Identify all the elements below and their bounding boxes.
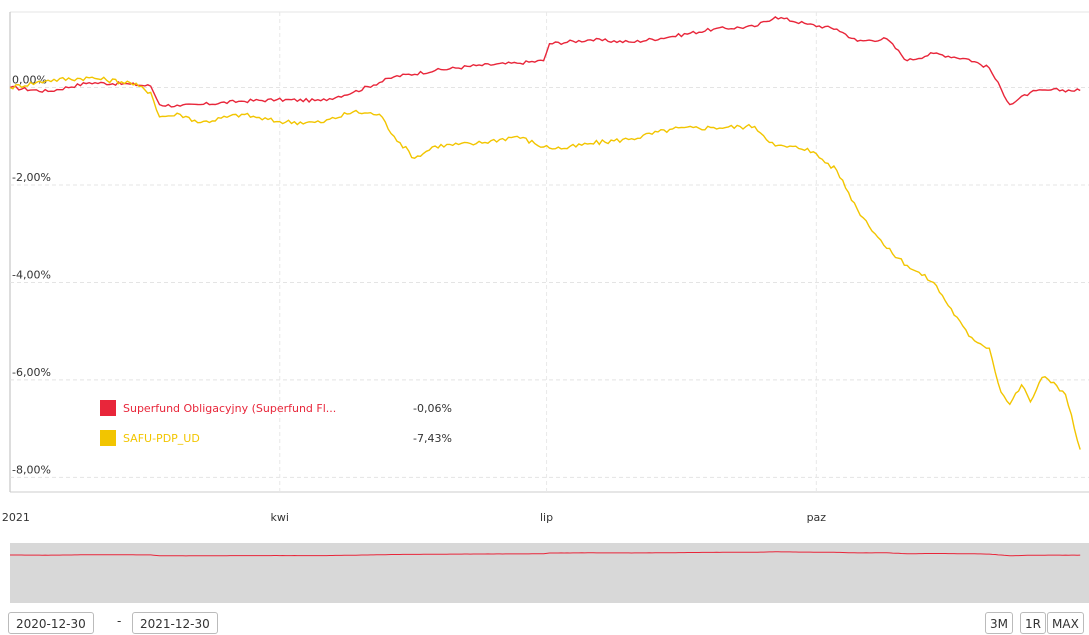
y-tick-label: -8,00% [12, 463, 51, 476]
legend-swatch-series-2 [100, 430, 116, 446]
x-tick-label: kwi [271, 511, 289, 524]
series-line-2 [9, 76, 1081, 450]
date-from-input[interactable]: 2020-12-30 [8, 612, 94, 634]
series-group [9, 16, 1081, 450]
x-tick-label: lip [540, 511, 553, 524]
series-line-1 [9, 16, 1081, 108]
navigator-line [10, 551, 1081, 557]
legend-label-series-1: Superfund Obligacyjny (Superfund Fl... [123, 401, 337, 415]
y-tick-label: -4,00% [12, 268, 51, 281]
date-range-separator: - [117, 614, 122, 628]
grid [10, 12, 1089, 492]
x-tick-label: paz [807, 511, 827, 524]
y-tick-label: -6,00% [12, 366, 51, 379]
legend-value-series-2: -7,43% [413, 431, 452, 445]
legend-value-series-1: -0,06% [413, 401, 452, 415]
range-button-max[interactable]: MAX [1047, 612, 1084, 634]
legend-item-series-2[interactable]: SAFU-PDP_UD -7,43% [100, 423, 452, 453]
legend-label-series-2: SAFU-PDP_UD [123, 431, 200, 445]
y-axis: 0,00% -2,00% -4,00% -6,00% -8,00% [12, 74, 51, 477]
x-axis: 2021 kwi lip paz [2, 511, 826, 524]
legend: Superfund Obligacyjny (Superfund Fl... -… [100, 393, 452, 453]
y-tick-label: 0,00% [12, 74, 47, 87]
navigator[interactable] [10, 543, 1089, 603]
y-tick-label: -2,00% [12, 171, 51, 184]
navigator-selection [10, 543, 1089, 603]
legend-swatch-series-1 [100, 400, 116, 416]
plot-area [9, 11, 1089, 493]
x-tick-label: 2021 [2, 511, 30, 524]
legend-item-series-1[interactable]: Superfund Obligacyjny (Superfund Fl... -… [100, 393, 452, 423]
